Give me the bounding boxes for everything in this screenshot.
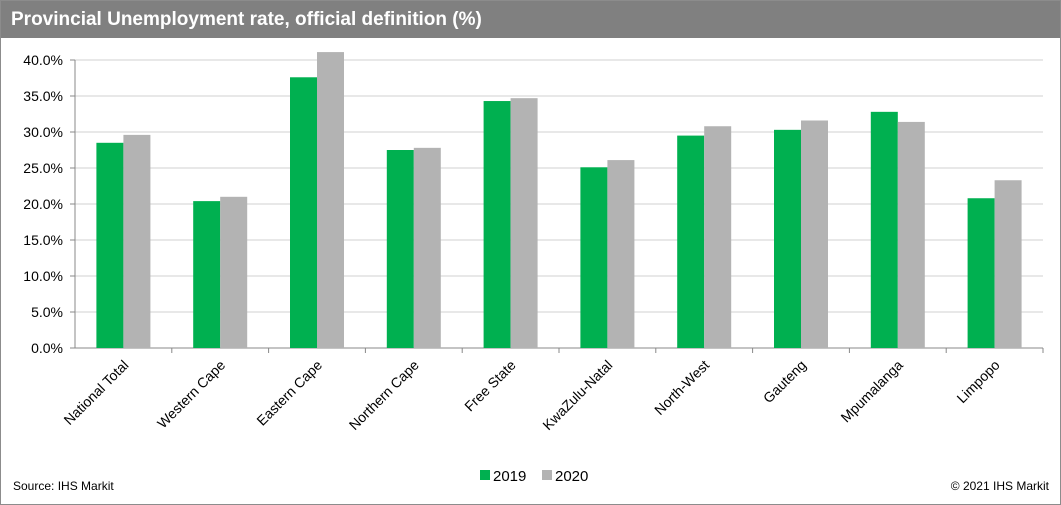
x-tick-label: Free State <box>461 357 519 415</box>
legend-label-2019: 2019 <box>493 468 526 485</box>
x-tick-label: Western Cape <box>154 357 229 432</box>
y-tick-label: 35.0% <box>23 88 63 104</box>
y-tick-label: 10.0% <box>23 268 63 284</box>
bar-2019 <box>774 129 801 348</box>
legend-swatch-2020 <box>542 470 552 480</box>
bar-2019 <box>677 135 705 348</box>
bar-2020 <box>607 160 635 348</box>
y-tick-label: 20.0% <box>23 196 63 212</box>
bar-2019 <box>96 142 124 348</box>
bar-2020 <box>510 98 538 348</box>
bar-2019 <box>870 111 898 348</box>
legend-label-2020: 2020 <box>555 468 588 485</box>
x-tick-label: Eastern Cape <box>253 357 325 429</box>
bar-2019 <box>483 101 511 348</box>
bar-2019 <box>967 198 995 348</box>
bar-2020 <box>220 196 248 348</box>
bar-2020 <box>413 147 441 348</box>
bar-2019 <box>193 201 221 348</box>
x-tick-label: North-West <box>651 357 712 418</box>
y-tick-label: 25.0% <box>23 160 63 176</box>
y-tick-label: 30.0% <box>23 124 63 140</box>
y-tick-label: 0.0% <box>31 340 63 356</box>
bar-2020 <box>317 52 344 349</box>
x-tick-label: Mpumalanga <box>837 357 906 426</box>
bar-2020 <box>897 121 925 348</box>
bar-2020 <box>994 180 1022 348</box>
bar-2020 <box>123 134 151 348</box>
legend-swatch-2019 <box>480 470 490 480</box>
bar-2019 <box>580 167 608 348</box>
bar-2020 <box>801 120 828 348</box>
bar-2019 <box>290 77 317 348</box>
y-tick-label: 40.0% <box>23 52 63 68</box>
x-tick-label: National Total <box>60 357 131 428</box>
chart-title: Provincial Unemployment rate, official d… <box>1 1 1060 38</box>
x-tick-label: KwaZulu-Natal <box>539 357 615 433</box>
x-tick-label: Gauteng <box>760 357 809 406</box>
bar-2020 <box>704 126 732 349</box>
x-tick-label: Northern Cape <box>346 357 422 433</box>
y-tick-label: 5.0% <box>31 304 63 320</box>
x-tick-label: Limpopo <box>953 357 1002 406</box>
copyright-note: © 2021 IHS Markit <box>950 479 1049 493</box>
source-note: Source: IHS Markit <box>13 479 114 493</box>
y-tick-label: 15.0% <box>23 232 63 248</box>
bar-2019 <box>386 150 414 348</box>
